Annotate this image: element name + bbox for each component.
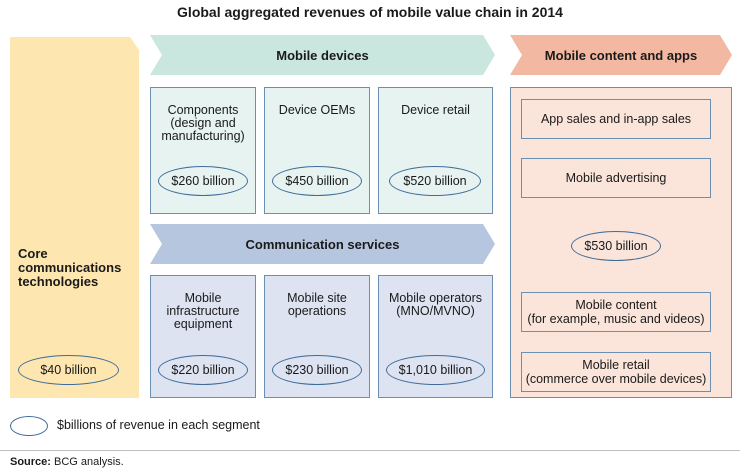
segment-label: Components (design and manufacturing) bbox=[161, 103, 245, 143]
source-note: Source: BCG analysis. bbox=[10, 456, 124, 468]
source-label: Source: bbox=[10, 456, 51, 468]
segment-label: Mobile infrastructure equipment bbox=[166, 291, 240, 331]
segment-device-oems: Device OEMs $450 billion bbox=[264, 87, 370, 214]
mobile-content-label: Mobile content and apps bbox=[544, 47, 698, 63]
segment-label: Mobile operators (MNO/MVNO) bbox=[388, 291, 483, 318]
diagram-title: Global aggregated revenues of mobile val… bbox=[177, 4, 563, 20]
content-revenue-oval: $530 billion bbox=[571, 231, 661, 261]
revenue-oval: $1,010 billion bbox=[386, 355, 485, 385]
segment-label: Mobile site operations bbox=[287, 291, 347, 318]
content-item-label: App sales and in-app sales bbox=[540, 112, 692, 126]
content-item-label: Mobile content bbox=[575, 298, 657, 312]
mobile-devices-arrow: Mobile devices bbox=[150, 35, 495, 75]
revenue-oval: $520 billion bbox=[389, 166, 481, 196]
content-item-sublabel: (for example, music and videos) bbox=[527, 312, 705, 326]
revenue-oval: $450 billion bbox=[272, 166, 362, 196]
revenue-oval: $260 billion bbox=[158, 166, 248, 196]
content-item-app-sales: App sales and in-app sales bbox=[521, 99, 711, 139]
segment-device-retail: Device retail $520 billion bbox=[378, 87, 493, 214]
content-item-label: Mobile advertising bbox=[565, 171, 667, 185]
content-item-sublabel: (commerce over mobile devices) bbox=[525, 372, 707, 386]
content-item-mobile-retail: Mobile retail (commerce over mobile devi… bbox=[521, 352, 711, 392]
revenue-oval: $230 billion bbox=[272, 355, 362, 385]
revenue-oval: $220 billion bbox=[158, 355, 248, 385]
mobile-content-arrow: Mobile content and apps bbox=[510, 35, 732, 75]
source-text: BCG analysis. bbox=[50, 456, 124, 468]
legend-text: $billions of revenue in each segment bbox=[57, 418, 260, 432]
segment-mobile-operators: Mobile operators (MNO/MVNO) $1,010 billi… bbox=[378, 275, 493, 398]
segment-infrastructure: Mobile infrastructure equipment $220 bil… bbox=[150, 275, 256, 398]
mobile-devices-label: Mobile devices bbox=[276, 47, 369, 63]
divider bbox=[0, 450, 740, 451]
communication-services-label: Communication services bbox=[245, 236, 400, 252]
content-item-mobile-content: Mobile content (for example, music and v… bbox=[521, 292, 711, 332]
core-technologies-label: Core communications technologies bbox=[18, 246, 122, 289]
segment-label: Device OEMs bbox=[278, 103, 356, 117]
segment-label: Device retail bbox=[401, 103, 470, 117]
segment-components: Components (design and manufacturing) $2… bbox=[150, 87, 256, 214]
segment-site-operations: Mobile site operations $230 billion bbox=[264, 275, 370, 398]
communication-services-arrow: Communication services bbox=[150, 224, 495, 264]
mobile-content-panel: App sales and in-app sales Mobile advert… bbox=[510, 87, 732, 398]
content-item-advertising: Mobile advertising bbox=[521, 158, 711, 198]
core-technologies-column: Core communications technologies $40 bil… bbox=[10, 37, 139, 398]
legend-oval-icon bbox=[10, 416, 48, 436]
core-revenue-oval: $40 billion bbox=[18, 355, 119, 385]
content-item-label: Mobile retail bbox=[582, 358, 650, 372]
